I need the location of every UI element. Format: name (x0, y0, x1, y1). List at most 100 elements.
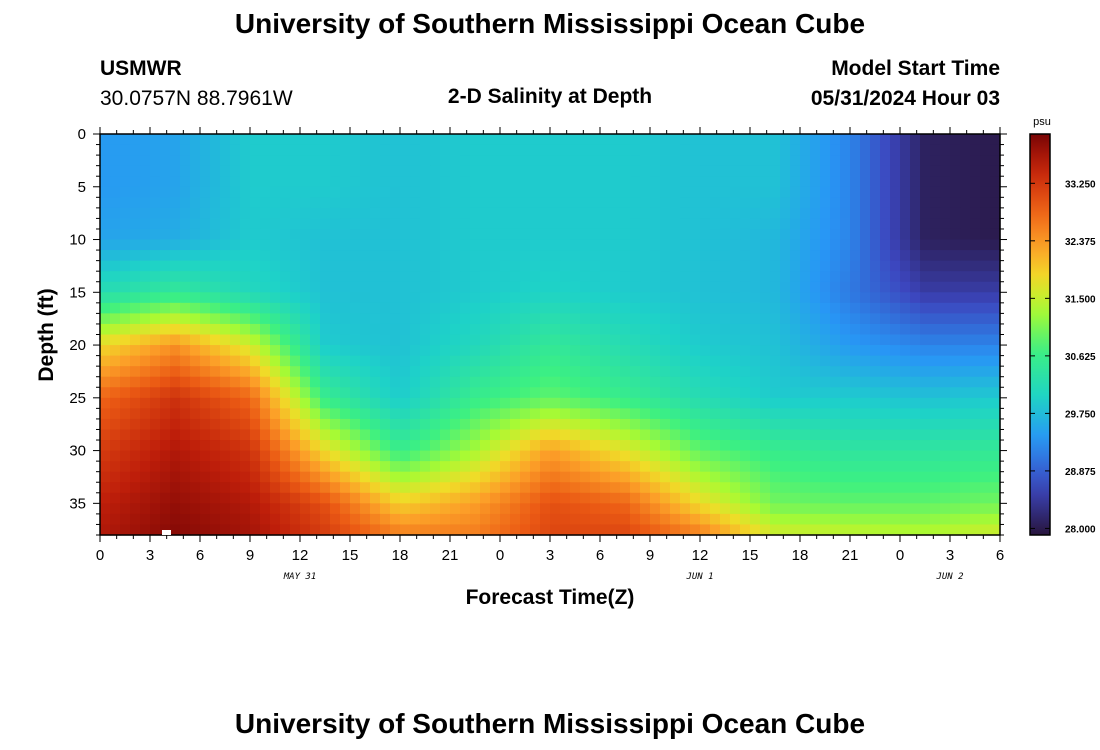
heatmap-cell (960, 207, 971, 220)
heatmap-cell (170, 461, 181, 473)
heatmap-cell (250, 250, 261, 262)
heatmap-cell (800, 440, 811, 452)
heatmap-cell (410, 408, 421, 420)
heatmap-cell (390, 292, 401, 304)
heatmap-cell (840, 281, 851, 293)
heatmap-cell (730, 440, 741, 452)
heatmap-cell (660, 387, 671, 399)
heatmap-cell (400, 450, 411, 462)
heatmap-cell (610, 482, 621, 494)
heatmap-cell (140, 482, 151, 494)
heatmap-cell (900, 334, 911, 346)
heatmap-cell (650, 155, 661, 167)
heatmap-cell (910, 334, 921, 346)
heatmap-cell (890, 186, 901, 198)
heatmap-cell (730, 418, 741, 431)
heatmap-cell (640, 334, 651, 346)
heatmap-cell (950, 366, 961, 378)
heatmap-cell (230, 313, 241, 325)
heatmap-cell (790, 418, 801, 431)
heatmap-cell (780, 207, 791, 220)
heatmap-cell (570, 440, 581, 452)
heatmap-cell (680, 134, 691, 146)
heatmap-cell (810, 376, 821, 388)
heatmap-cell (360, 524, 371, 536)
heatmap-cell (650, 355, 661, 367)
heatmap-cell (850, 418, 861, 431)
heatmap-cell (610, 366, 621, 378)
heatmap-cell (230, 134, 241, 146)
heatmap-cell (320, 313, 331, 325)
heatmap-cell (460, 176, 471, 188)
heatmap-cell (850, 408, 861, 420)
heatmap-cell (450, 366, 461, 378)
heatmap-cell (470, 292, 481, 304)
heatmap-cell (980, 345, 991, 357)
heatmap-cell (710, 292, 721, 304)
heatmap-cell (230, 302, 241, 314)
heatmap-cell (930, 387, 941, 399)
heatmap-cell (940, 513, 951, 526)
heatmap-cell (260, 228, 271, 241)
heatmap-cell (550, 260, 561, 272)
heatmap-cell (600, 271, 611, 283)
heatmap-cell (210, 302, 221, 314)
heatmap-cell (560, 524, 571, 536)
heatmap-cell (750, 471, 761, 483)
heatmap-cell (500, 345, 511, 357)
heatmap-cell (750, 281, 761, 293)
heatmap-cell (980, 134, 991, 146)
heatmap-cell (130, 207, 141, 220)
heatmap-cell (500, 450, 511, 462)
heatmap-cell (120, 355, 131, 367)
heatmap-cell (930, 228, 941, 241)
heatmap-cell (890, 429, 901, 441)
heatmap-cell (910, 524, 921, 536)
heatmap-cell (710, 418, 721, 431)
heatmap-cell (780, 397, 791, 409)
heatmap-cell (730, 313, 741, 325)
heatmap-cell (130, 355, 141, 367)
heatmap-cell (410, 302, 421, 314)
heatmap-cell (990, 397, 1001, 409)
heatmap-cell (950, 503, 961, 515)
heatmap-cell (570, 144, 581, 156)
heatmap-cell (220, 366, 231, 378)
heatmap-cell (240, 387, 251, 399)
heatmap-cell (970, 292, 981, 304)
heatmap-cell (390, 503, 401, 515)
heatmap-cell (950, 302, 961, 314)
heatmap-cell (880, 313, 891, 325)
heatmap-cell (120, 397, 131, 409)
heatmap-cell (150, 218, 161, 230)
heatmap-cell (140, 134, 151, 146)
heatmap-cell (690, 207, 701, 220)
heatmap-cell (810, 345, 821, 357)
heatmap-cell (210, 376, 221, 388)
heatmap-cell (730, 186, 741, 198)
heatmap-cell (260, 250, 271, 262)
heatmap-cell (810, 250, 821, 262)
heatmap-cell (750, 408, 761, 420)
heatmap-cell (430, 366, 441, 378)
heatmap-cell (270, 134, 281, 146)
heatmap-cell (150, 155, 161, 167)
heatmap-cell (340, 323, 351, 336)
heatmap-cell (850, 471, 861, 483)
heatmap-cell (480, 323, 491, 336)
heatmap-cell (790, 450, 801, 462)
heatmap-cell (130, 302, 141, 314)
heatmap-cell (460, 292, 471, 304)
heatmap-cell (760, 144, 771, 156)
heatmap-cell (330, 440, 341, 452)
heatmap-cell (200, 313, 211, 325)
heatmap-cell (520, 387, 531, 399)
heatmap-cell (600, 313, 611, 325)
x-date-label: JUN 1 (685, 572, 713, 582)
heatmap-cell (380, 524, 391, 536)
heatmap-cell (820, 355, 831, 367)
heatmap-cell (240, 503, 251, 515)
heatmap-cell (630, 482, 641, 494)
heatmap-cell (880, 228, 891, 241)
heatmap-cell (630, 366, 641, 378)
